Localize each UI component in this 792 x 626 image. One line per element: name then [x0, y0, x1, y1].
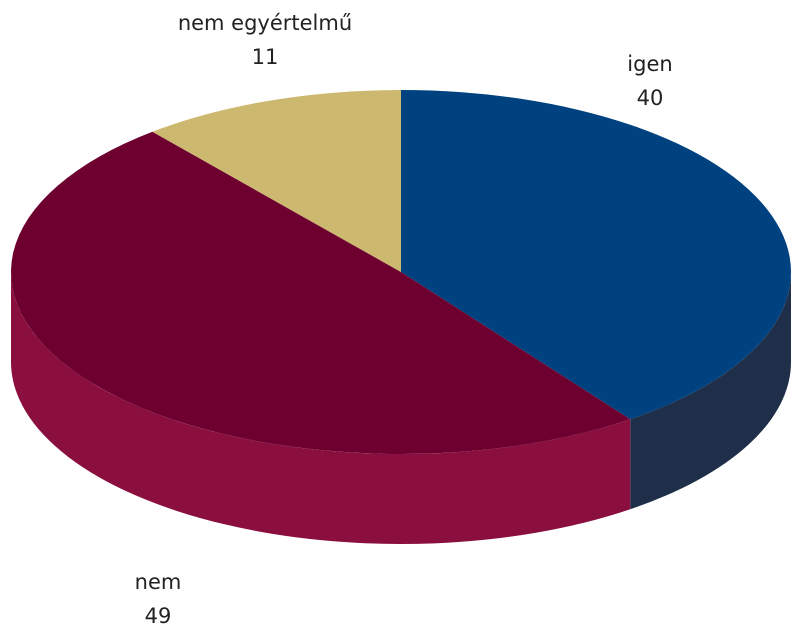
slice-value: 49 [145, 604, 172, 626]
slice-label: igen [627, 52, 672, 76]
slice-side [630, 272, 791, 510]
slice-label: nem [135, 570, 182, 594]
slice [401, 90, 792, 420]
slice-value: 40 [637, 86, 664, 110]
slice-value: 11 [252, 45, 279, 69]
slice-label: nem egyértelmű [178, 11, 352, 35]
slice [10, 131, 631, 455]
slice-side [11, 272, 631, 544]
slice [152, 90, 401, 272]
